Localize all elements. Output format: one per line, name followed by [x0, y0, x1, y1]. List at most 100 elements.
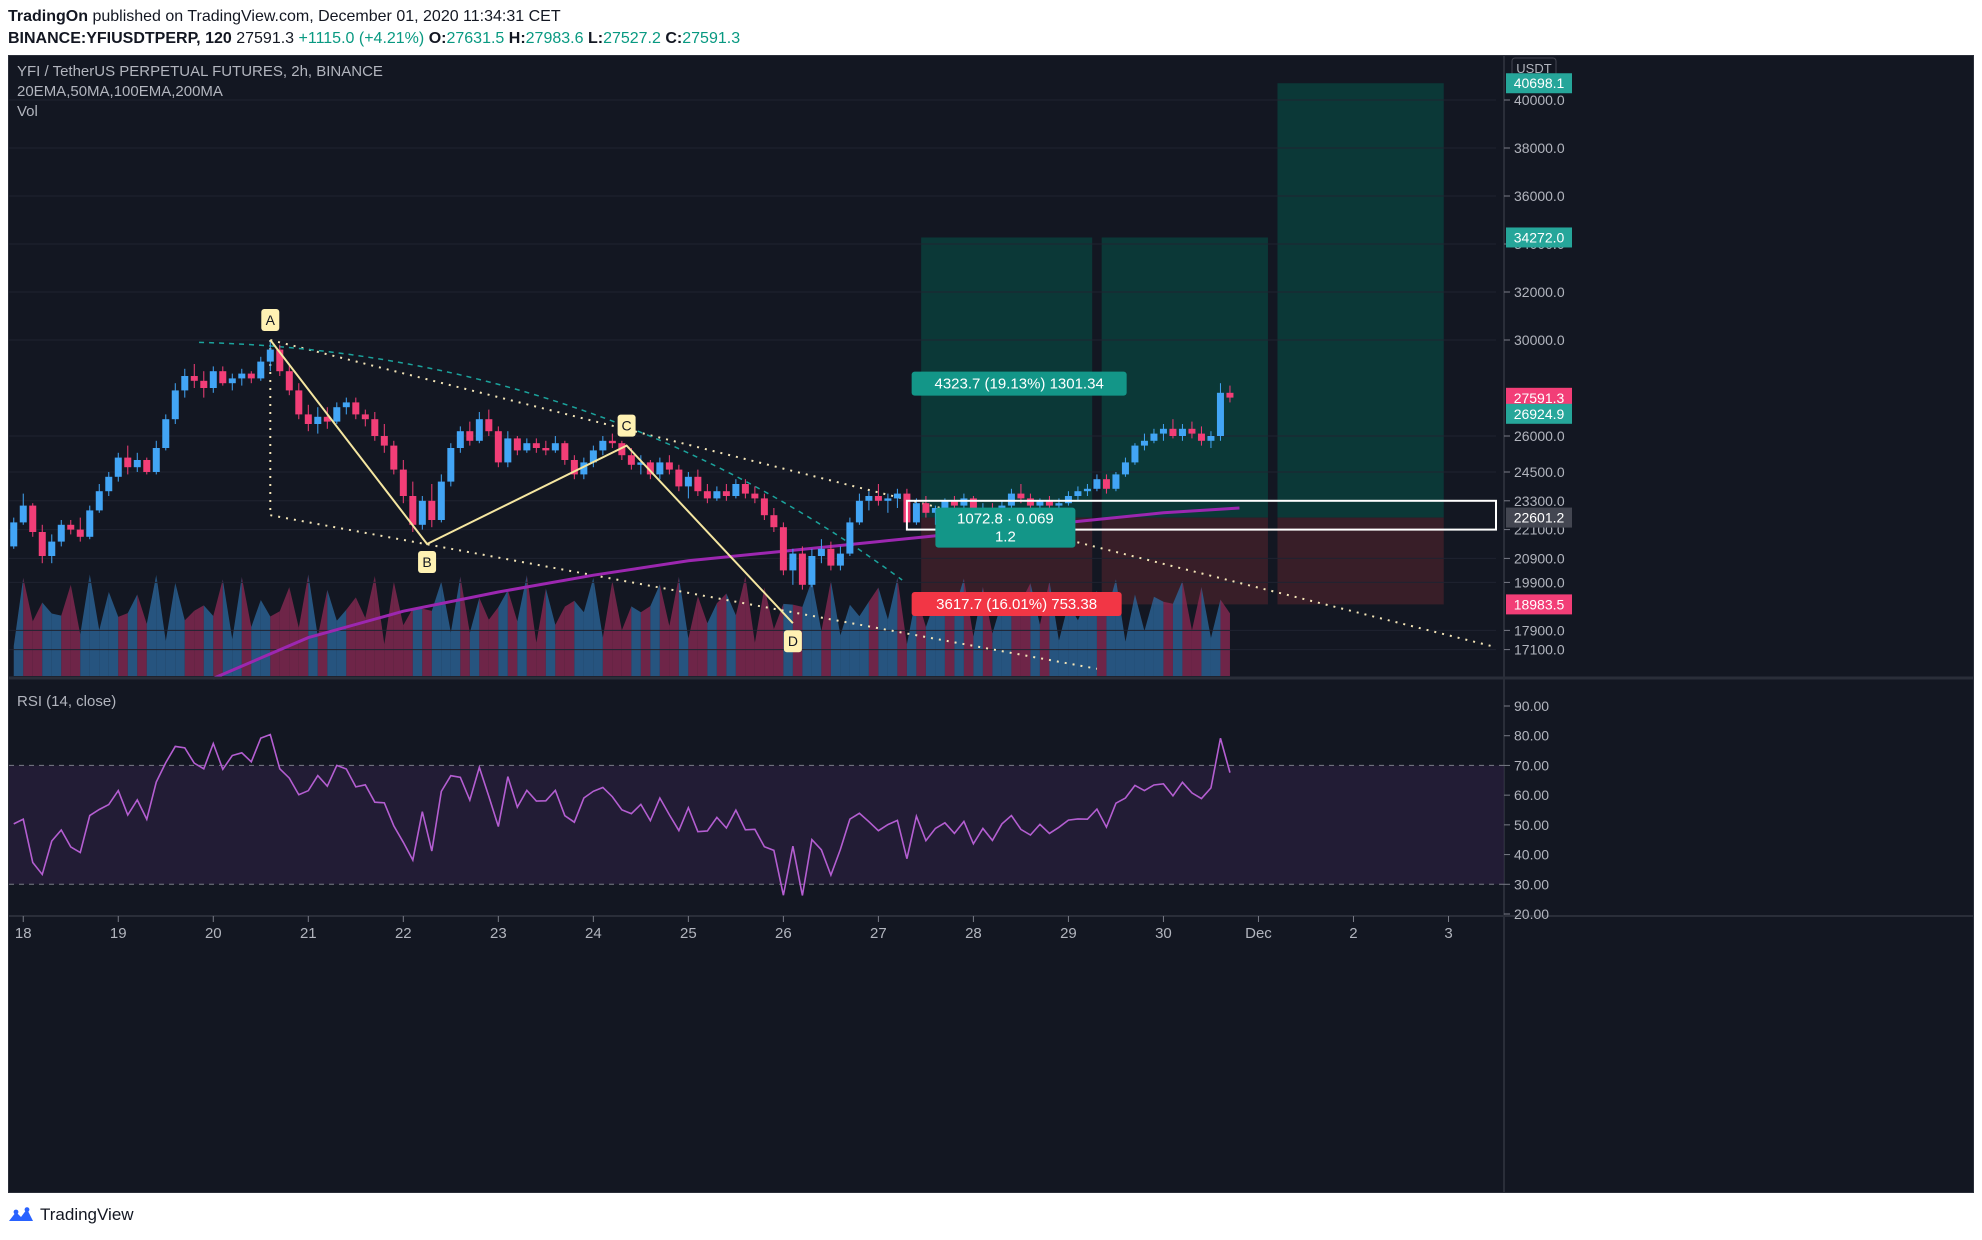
candle [323, 416, 331, 422]
candle [67, 524, 75, 530]
volume-bar [203, 605, 214, 676]
chart-svg[interactable]: A B C D 4323.7 (19.13%) 1301.34 3617.7 (16.01… [9, 56, 1974, 1193]
price-label-bg [1506, 507, 1572, 528]
chart-frame[interactable]: A B C D 4323.7 (19.13%) 1301.34 3617.7 (16.01… [8, 55, 1974, 1193]
rsi-tick-label: 40.00 [1514, 847, 1549, 863]
price-label: 18983.5 [1514, 596, 1565, 612]
candle [884, 498, 892, 501]
candle [143, 460, 151, 472]
candle [86, 510, 94, 537]
currency-label: USDT [1516, 61, 1551, 76]
candle [941, 500, 949, 508]
volume-bar [450, 576, 461, 676]
candle [1026, 498, 1034, 506]
candle [1178, 428, 1186, 436]
candle [295, 390, 303, 415]
candle [1140, 440, 1148, 446]
candle [105, 476, 113, 492]
published-text: published on TradingView.com, December 0… [92, 8, 561, 25]
price-tick-label: 19900.0 [1514, 574, 1565, 590]
candle [855, 500, 863, 523]
volume-bar [545, 588, 556, 676]
candle [798, 553, 806, 585]
time-tick-label: 26 [775, 925, 792, 942]
volume-bar [241, 576, 252, 676]
candle [19, 505, 27, 523]
tradingview-icon [9, 1207, 33, 1221]
candle [722, 491, 730, 496]
candle [542, 448, 550, 451]
candle [1064, 496, 1072, 504]
price-label-bg [1506, 73, 1572, 94]
volume-bar [688, 596, 698, 676]
close-value: 27591.3 [682, 30, 741, 47]
volume-bar [697, 596, 708, 676]
pattern-label-bg [783, 630, 802, 653]
time-tick-label: 23 [490, 925, 507, 942]
candle [361, 414, 369, 420]
price-label-bg [1506, 594, 1572, 615]
volume-bar [222, 579, 233, 676]
candle [1112, 474, 1120, 489]
volume-bar [1210, 599, 1221, 676]
volume-indicator-label: Vol [17, 103, 38, 120]
candle [409, 496, 417, 525]
volume-bar [1058, 603, 1069, 676]
volume-bar [127, 594, 138, 676]
candle [1131, 445, 1139, 463]
volume-bar [564, 600, 575, 676]
rsi-line [13, 733, 1231, 896]
candle [808, 556, 816, 585]
candle [513, 438, 521, 451]
volume-bar [108, 591, 119, 676]
price-label: 40698.1 [1514, 75, 1565, 91]
stop-label-bg [911, 592, 1122, 616]
candle [656, 462, 664, 475]
candle [352, 402, 360, 415]
candle [893, 493, 901, 499]
candle [447, 448, 455, 482]
candle [1036, 500, 1044, 506]
open-label: O: [428, 30, 447, 47]
candle [675, 469, 683, 487]
candle [466, 431, 474, 441]
time-tick-label: 24 [585, 925, 602, 942]
candle [665, 462, 673, 470]
candle [770, 515, 778, 528]
200ma-line [212, 506, 1240, 680]
pattern-label-bg [261, 309, 280, 331]
candle [76, 529, 84, 537]
tradingview-logo[interactable]: TradingView [8, 1205, 134, 1225]
candle [950, 500, 958, 506]
candle [1121, 462, 1129, 475]
volume-bar [840, 604, 850, 676]
price-label: 34272.0 [1514, 229, 1565, 245]
pattern-label-bg [617, 414, 636, 437]
volume-bar [175, 582, 185, 676]
volume-bar [498, 590, 508, 676]
volume-bar [555, 606, 565, 676]
volume-bar [289, 587, 299, 676]
time-tick-label: 2 [1349, 925, 1357, 942]
publisher-name[interactable]: TradingOn [8, 8, 88, 25]
volume-bar [897, 577, 907, 676]
volume-bar [99, 591, 109, 676]
candle [580, 462, 588, 475]
pattern-point-c: C [622, 418, 632, 434]
price-tick-label: 20900.0 [1514, 550, 1565, 566]
candle [589, 450, 597, 463]
volume-bar [42, 602, 52, 676]
candle [494, 431, 502, 463]
candle [228, 378, 236, 384]
candle [1169, 428, 1177, 436]
volume-bar [51, 613, 62, 676]
candle [1017, 493, 1025, 499]
low-label: L: [587, 30, 604, 47]
candle [38, 532, 46, 556]
header-line-1: TradingOn published on TradingView.com, … [8, 8, 561, 26]
candle [618, 443, 626, 456]
volume-bar [754, 587, 765, 676]
range-box [905, 499, 1497, 531]
time-tick-label: 18 [15, 925, 32, 942]
volume-bar [469, 597, 480, 676]
